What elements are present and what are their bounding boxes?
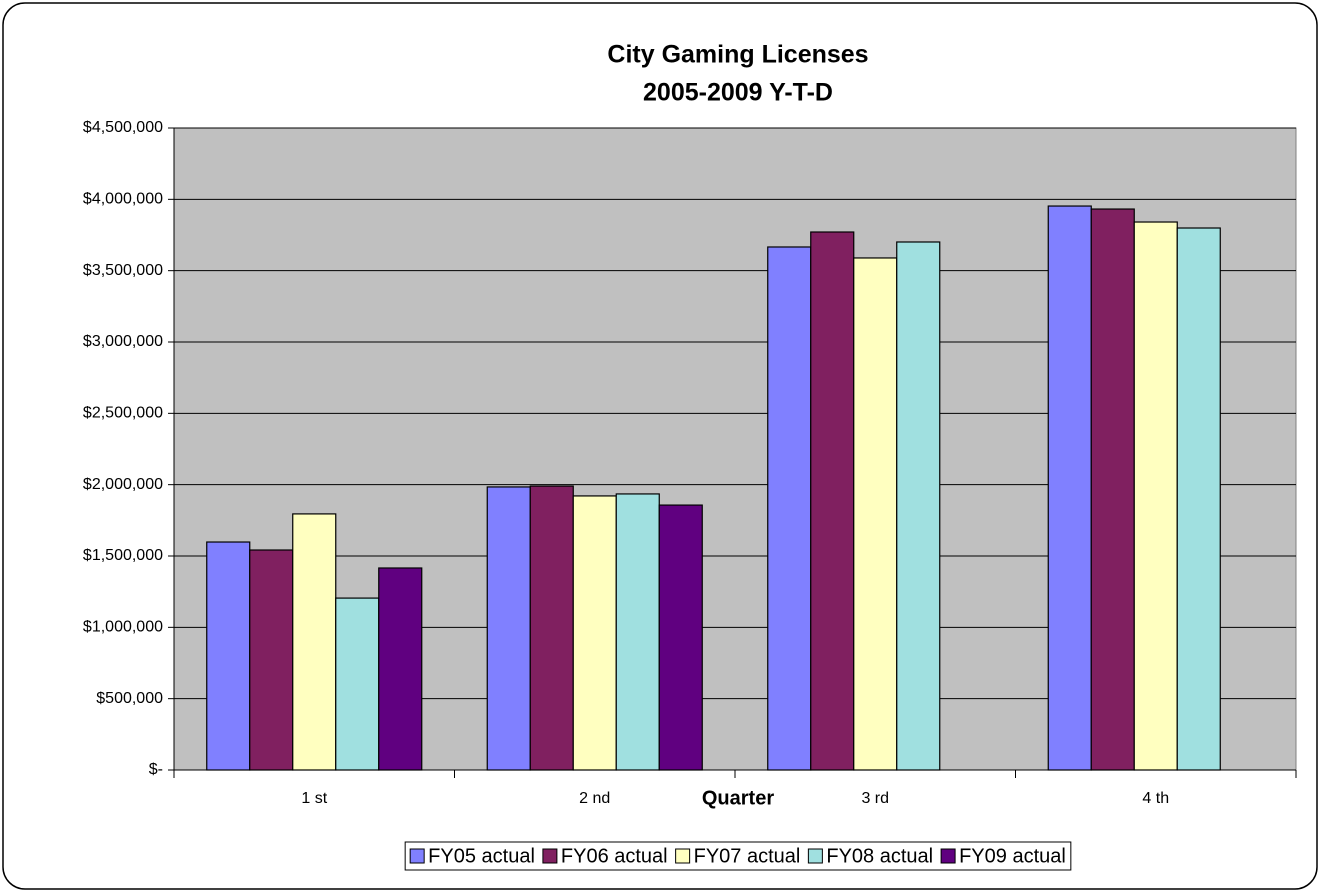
bar bbox=[658, 504, 703, 771]
bar bbox=[1133, 221, 1178, 771]
x-tick-label: 1 st bbox=[301, 790, 327, 807]
bar bbox=[249, 549, 294, 771]
legend-label: FY06 actual bbox=[561, 845, 668, 867]
bar bbox=[896, 241, 941, 771]
y-tick-label: $- bbox=[149, 761, 163, 778]
y-tick-label: $500,000 bbox=[96, 690, 163, 707]
legend-label: FY08 actual bbox=[826, 845, 933, 867]
y-tick-label: $3,500,000 bbox=[83, 262, 163, 279]
bar bbox=[572, 495, 617, 771]
bar bbox=[529, 485, 574, 771]
bar bbox=[378, 567, 423, 771]
bar bbox=[1176, 227, 1221, 771]
legend-swatch bbox=[409, 848, 425, 864]
bar bbox=[335, 597, 380, 771]
legend-swatch bbox=[940, 848, 956, 864]
bar bbox=[767, 246, 812, 771]
bar bbox=[292, 513, 337, 771]
x-tick-label: 4 th bbox=[1142, 790, 1169, 807]
bar bbox=[1047, 205, 1092, 771]
legend-label: FY09 actual bbox=[959, 845, 1066, 867]
chart-title: City Gaming Licenses bbox=[607, 41, 868, 69]
bar bbox=[206, 541, 251, 771]
legend-label: FY07 actual bbox=[694, 845, 801, 867]
legend-label: FY05 actual bbox=[428, 845, 535, 867]
x-tick-label: 3 rd bbox=[861, 790, 889, 807]
y-tick-label: $3,000,000 bbox=[83, 333, 163, 350]
bar bbox=[853, 257, 898, 771]
y-tick-label: $4,500,000 bbox=[83, 119, 163, 136]
y-tick-label: $1,000,000 bbox=[83, 619, 163, 636]
bar bbox=[615, 493, 660, 771]
y-tick-label: $1,500,000 bbox=[83, 547, 163, 564]
legend-swatch bbox=[542, 848, 558, 864]
y-tick-label: $4,000,000 bbox=[83, 191, 163, 208]
legend-swatch bbox=[807, 848, 823, 864]
bar bbox=[810, 231, 855, 771]
x-tick-label: 2 nd bbox=[579, 790, 610, 807]
legend-swatch bbox=[675, 848, 691, 864]
y-tick-label: $2,500,000 bbox=[83, 405, 163, 422]
legend bbox=[404, 841, 1072, 871]
bar bbox=[486, 486, 531, 771]
x-axis-label: Quarter bbox=[702, 787, 774, 809]
y-tick-label: $2,000,000 bbox=[83, 476, 163, 493]
bar bbox=[1090, 208, 1135, 771]
chart-subtitle: 2005-2009 Y-T-D bbox=[643, 79, 833, 107]
